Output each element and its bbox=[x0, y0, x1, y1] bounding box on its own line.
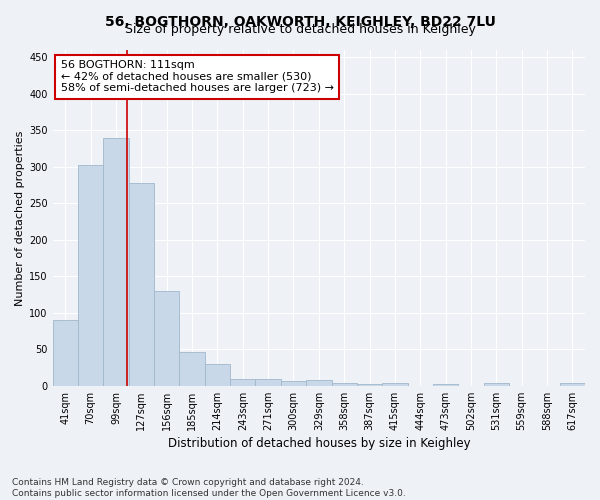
Bar bbox=[560, 383, 585, 386]
Bar bbox=[154, 291, 179, 386]
Bar bbox=[256, 378, 281, 386]
Text: 56 BOGTHORN: 111sqm
← 42% of detached houses are smaller (530)
58% of semi-detac: 56 BOGTHORN: 111sqm ← 42% of detached ho… bbox=[61, 60, 334, 94]
Text: Size of property relative to detached houses in Keighley: Size of property relative to detached ho… bbox=[125, 22, 475, 36]
Bar bbox=[53, 320, 78, 386]
Bar bbox=[382, 383, 407, 386]
Bar bbox=[281, 380, 306, 386]
Bar bbox=[433, 384, 458, 386]
Bar bbox=[230, 378, 256, 386]
Bar bbox=[179, 352, 205, 386]
Bar bbox=[332, 383, 357, 386]
Bar bbox=[357, 384, 382, 386]
Bar bbox=[103, 138, 129, 386]
Bar bbox=[306, 380, 332, 386]
Text: 56, BOGTHORN, OAKWORTH, KEIGHLEY, BD22 7LU: 56, BOGTHORN, OAKWORTH, KEIGHLEY, BD22 7… bbox=[104, 15, 496, 29]
Bar bbox=[78, 164, 103, 386]
Y-axis label: Number of detached properties: Number of detached properties bbox=[15, 130, 25, 306]
Bar bbox=[129, 183, 154, 386]
Bar bbox=[484, 383, 509, 386]
Text: Contains HM Land Registry data © Crown copyright and database right 2024.
Contai: Contains HM Land Registry data © Crown c… bbox=[12, 478, 406, 498]
Bar bbox=[205, 364, 230, 386]
X-axis label: Distribution of detached houses by size in Keighley: Distribution of detached houses by size … bbox=[167, 437, 470, 450]
